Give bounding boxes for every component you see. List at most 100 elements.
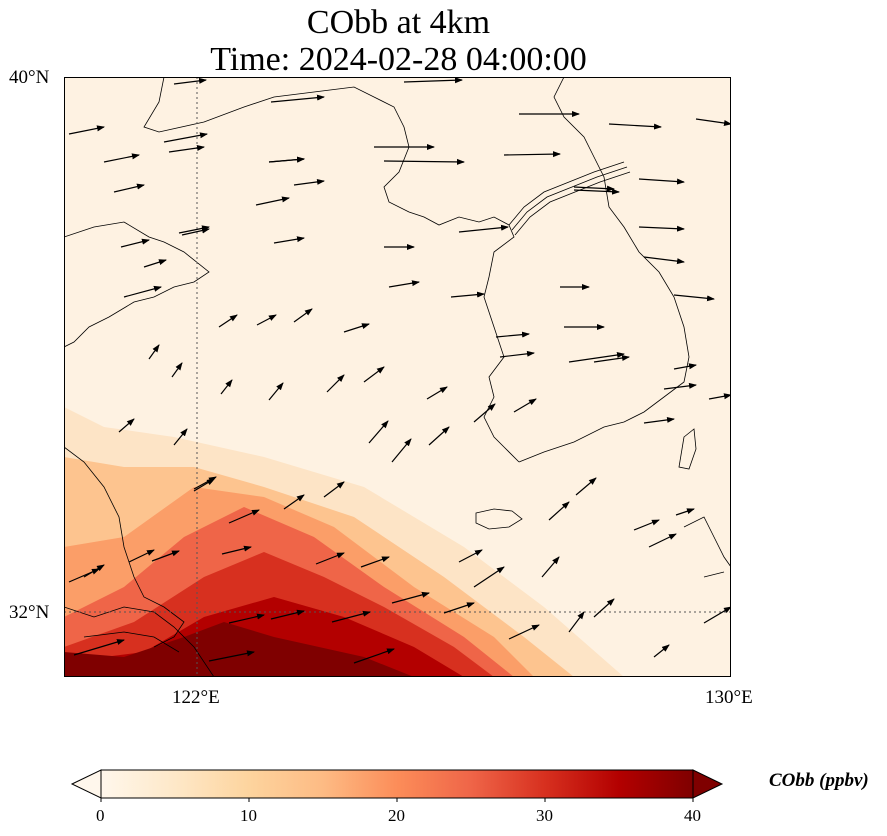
- wind-arrow: [218, 314, 238, 328]
- wind-arrow: [118, 418, 135, 433]
- map-title-line1: CObb at 4km: [306, 4, 491, 41]
- coast-shandong: [64, 221, 210, 348]
- wind-arrow: [428, 426, 450, 446]
- wind-arrow: [68, 125, 105, 135]
- wind-arrow: [383, 158, 465, 165]
- colorbar-title: CObb (ppbv): [769, 770, 869, 791]
- lon-label-122: 122°E: [172, 687, 220, 708]
- lat-label-40: 40°N: [9, 67, 50, 88]
- concentration-field: [64, 407, 624, 677]
- wind-arrow: [643, 416, 675, 424]
- wind-arrow: [343, 323, 370, 333]
- wind-arrow: [391, 591, 430, 604]
- colorbar-tick-10: 10: [240, 806, 257, 825]
- colorbar-tick-20: 20: [388, 806, 405, 825]
- coast-korea-border-2: [511, 166, 628, 231]
- wind-arrow: [178, 225, 210, 234]
- coast-korea-south: [518, 77, 690, 463]
- wind-arrow: [391, 438, 412, 463]
- coast-korea-border-3: [514, 171, 631, 236]
- wind-arrow: [638, 178, 685, 185]
- wind-arrow: [593, 355, 630, 363]
- wind-arrow: [703, 606, 731, 624]
- colorbar-tick-40: 40: [684, 806, 701, 825]
- wind-arrow: [363, 366, 385, 383]
- wind-arrow: [608, 123, 662, 130]
- wind-arrow: [128, 549, 155, 563]
- wind-arrow: [675, 508, 695, 516]
- wind-arrow: [220, 379, 233, 395]
- wind-arrow: [473, 403, 496, 423]
- coast-liaoning: [143, 77, 510, 226]
- wind-arrow: [663, 382, 697, 390]
- wind-arrow: [173, 77, 207, 85]
- wind-arrow: [638, 225, 685, 232]
- wind-arrow: [113, 183, 145, 193]
- wind-arrow: [426, 386, 448, 400]
- coast-kyushu: [683, 516, 731, 578]
- lon-label-130: 130°E: [705, 687, 753, 708]
- wind-arrow: [360, 556, 390, 568]
- wind-arrow: [403, 77, 463, 84]
- wind-arrow: [83, 564, 105, 578]
- wind-arrow: [388, 280, 420, 288]
- colorbar-tick-30: 30: [536, 806, 553, 825]
- coast-jiangsu: [64, 446, 185, 648]
- wind-arrow: [643, 256, 685, 265]
- wind-arrow: [499, 350, 535, 358]
- colorbar-tick-0: 0: [96, 806, 105, 825]
- wind-arrow: [573, 185, 615, 192]
- wind-arrow: [255, 196, 290, 206]
- wind-arrow: [256, 314, 277, 326]
- wind-arrow: [568, 611, 585, 633]
- wind-arrow: [368, 420, 389, 444]
- colorbar-extend-low: [70, 769, 102, 799]
- wind-arrow: [221, 545, 252, 555]
- gridlines: [64, 77, 731, 677]
- wind-arrow: [575, 477, 597, 496]
- wind-arrow: [293, 178, 325, 186]
- wind-arrow: [633, 519, 660, 531]
- wind-arrow: [708, 393, 731, 400]
- wind-arrow: [103, 153, 140, 163]
- wind-arrow: [283, 494, 305, 510]
- coast-yangtze-2: [83, 631, 180, 653]
- coastlines: [64, 77, 731, 677]
- plume-core: [64, 622, 414, 677]
- wind-arrow: [653, 644, 670, 658]
- wind-arrow: [168, 145, 205, 153]
- wind-arrow: [208, 650, 255, 662]
- wind-arrow: [273, 236, 305, 244]
- wind-arrow: [171, 362, 183, 378]
- wind-arrow: [228, 613, 265, 624]
- wind-arrow: [548, 501, 570, 521]
- map-canvas: [64, 77, 731, 677]
- wind-arrow: [73, 639, 125, 656]
- coast-korea-border: [508, 161, 625, 226]
- wind-arrow: [331, 610, 371, 623]
- wind-arrow: [458, 549, 483, 563]
- wind-arrow: [315, 552, 345, 565]
- wind-arrow: [323, 481, 345, 498]
- wind-arrow: [503, 151, 561, 158]
- coast-tsushima: [678, 428, 697, 470]
- wind-arrow: [228, 509, 260, 524]
- wind-arrow: [123, 285, 162, 298]
- wind-arrow: [673, 294, 715, 302]
- wind-arrow: [270, 94, 325, 103]
- wind-arrow: [270, 609, 305, 620]
- wind-arrow: [573, 188, 620, 195]
- wind-arrow: [268, 382, 284, 401]
- wind-arrow: [148, 344, 160, 360]
- colorbar-extend-high: [692, 769, 724, 799]
- wind-arrow: [648, 533, 677, 548]
- wind-arrow: [450, 291, 485, 298]
- wind-arrow: [695, 118, 731, 126]
- wind-arrow: [541, 556, 560, 578]
- wind-arrow: [495, 331, 530, 338]
- colorbar: [70, 769, 724, 802]
- wind-arrow: [143, 259, 167, 268]
- wind-arrow: [508, 624, 540, 640]
- map-title-line2: Time: 2024-02-28 04:00:00: [210, 41, 587, 78]
- wind-arrow: [513, 398, 537, 413]
